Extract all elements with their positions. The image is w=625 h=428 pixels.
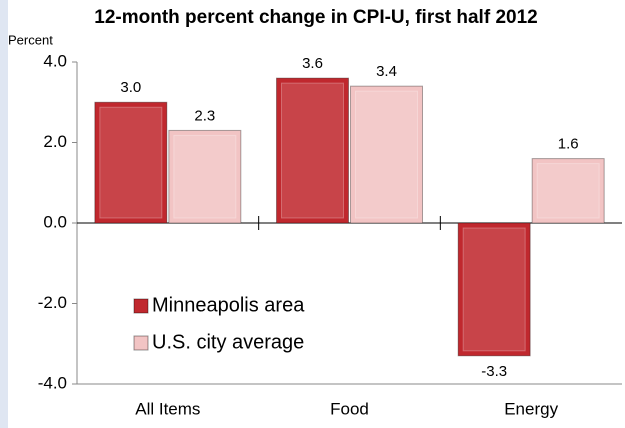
bar: [168, 129, 242, 224]
bar-bevel: [281, 82, 344, 219]
y-tick-label: 0.0: [43, 212, 67, 231]
bar: [94, 101, 168, 224]
bar-bevel: [99, 106, 163, 219]
value-label: 2.3: [194, 107, 215, 124]
bar: [276, 77, 349, 224]
legend-swatch: [133, 335, 149, 351]
x-tick-label: Energy: [504, 399, 558, 418]
y-axis-label: Percent: [8, 32, 53, 47]
bar: [457, 222, 531, 357]
bar: [531, 158, 605, 224]
bar-bevel: [462, 227, 526, 352]
value-label: 3.0: [120, 79, 141, 96]
legend-label: U.S. city average: [152, 331, 304, 353]
value-label: -3.3: [481, 363, 507, 380]
legend-label: Minneapolis area: [152, 294, 305, 316]
value-label: 1.6: [558, 136, 579, 153]
side-strip: [0, 0, 8, 428]
x-tick-label: Food: [330, 399, 369, 418]
bar-bevel: [355, 90, 418, 219]
bar-bevel: [173, 134, 237, 219]
y-tick-label: 2.0: [43, 132, 67, 151]
bar-bevel: [536, 163, 600, 219]
value-label: 3.6: [302, 55, 323, 72]
x-tick-label: All Items: [135, 399, 200, 418]
y-tick-label: -4.0: [38, 373, 67, 392]
y-tick-label: 4.0: [43, 51, 67, 70]
chart-title: 12-month percent change in CPI-U, first …: [94, 7, 537, 28]
y-tick-label: -2.0: [38, 293, 67, 312]
bar: [350, 85, 423, 224]
legend-swatch: [133, 298, 149, 314]
value-label: 3.4: [376, 63, 397, 80]
